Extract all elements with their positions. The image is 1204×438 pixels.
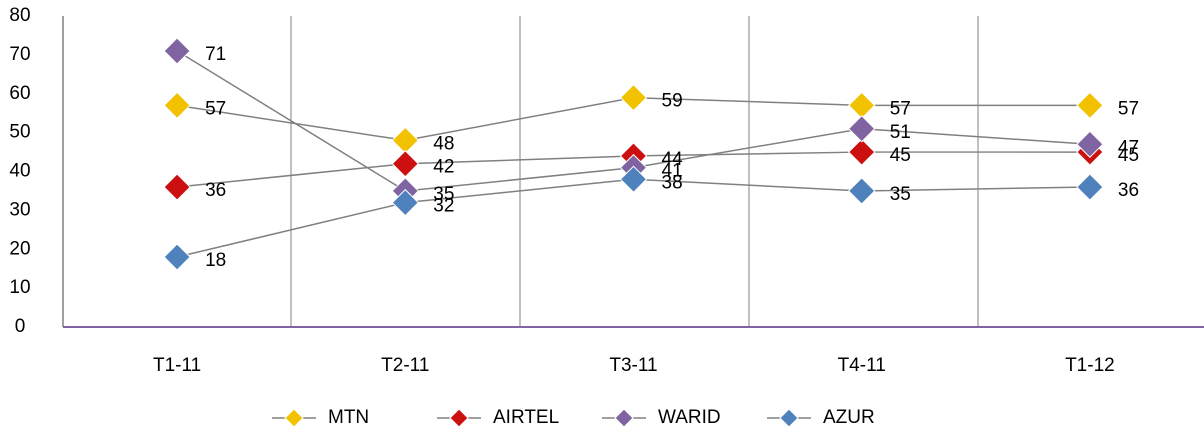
data-label: 38 xyxy=(662,172,683,193)
data-point xyxy=(163,243,191,271)
data-point xyxy=(391,188,420,217)
y-tick-label: 60 xyxy=(9,83,30,104)
data-label: 57 xyxy=(890,98,911,119)
data-point xyxy=(391,126,420,155)
data-point xyxy=(163,37,191,65)
data-label: 36 xyxy=(205,180,226,201)
data-point xyxy=(391,150,420,178)
x-tick-label: T1-11 xyxy=(153,355,201,376)
data-point xyxy=(1076,130,1104,158)
legend-label: WARID xyxy=(658,407,721,428)
legend-marker xyxy=(779,408,799,428)
legend-label: MTN xyxy=(328,407,369,428)
data-label: 42 xyxy=(433,157,454,178)
data-point xyxy=(163,91,191,120)
data-label: 45 xyxy=(1118,145,1139,166)
data-label: 57 xyxy=(205,98,226,119)
data-point xyxy=(1076,173,1104,201)
data-point xyxy=(847,138,876,166)
x-tick-label: T3-11 xyxy=(609,355,657,376)
data-point xyxy=(163,173,191,201)
y-tick-label: 40 xyxy=(9,161,30,182)
data-label: 44 xyxy=(662,149,684,170)
y-tick-label: 10 xyxy=(9,277,30,298)
data-point xyxy=(847,91,876,120)
x-tick-label: T1-12 xyxy=(1065,355,1115,376)
data-label: 47 xyxy=(1118,137,1139,158)
data-label: 35 xyxy=(890,184,911,205)
data-label: 41 xyxy=(662,161,683,182)
legend-marker xyxy=(284,408,304,428)
data-point xyxy=(619,165,648,193)
x-tick-label: T2-11 xyxy=(381,355,429,376)
data-label: 18 xyxy=(205,250,226,271)
y-tick-label: 80 xyxy=(9,5,30,26)
x-tick-label: T4-11 xyxy=(838,355,886,376)
data-point xyxy=(847,177,876,205)
data-label: 51 xyxy=(890,122,911,143)
legend-label: AIRTEL xyxy=(493,407,559,428)
legend-label: AZUR xyxy=(823,407,875,428)
data-point xyxy=(1076,91,1104,120)
y-tick-label: 50 xyxy=(9,122,30,143)
y-tick-label: 70 xyxy=(9,44,30,65)
y-tick-label: 20 xyxy=(9,238,30,259)
legend-marker xyxy=(614,408,634,428)
data-label: 59 xyxy=(662,91,683,112)
legend-marker xyxy=(449,408,469,428)
data-point xyxy=(847,115,876,143)
data-label: 71 xyxy=(205,44,226,65)
data-point xyxy=(619,83,648,112)
data-label: 35 xyxy=(433,184,454,205)
y-tick-label: 0 xyxy=(15,316,26,337)
data-label: 32 xyxy=(433,196,454,217)
y-tick-label: 30 xyxy=(9,199,30,220)
data-label: 57 xyxy=(1118,98,1139,119)
data-label: 48 xyxy=(433,133,454,154)
data-label: 45 xyxy=(890,145,911,166)
data-label: 36 xyxy=(1118,180,1139,201)
